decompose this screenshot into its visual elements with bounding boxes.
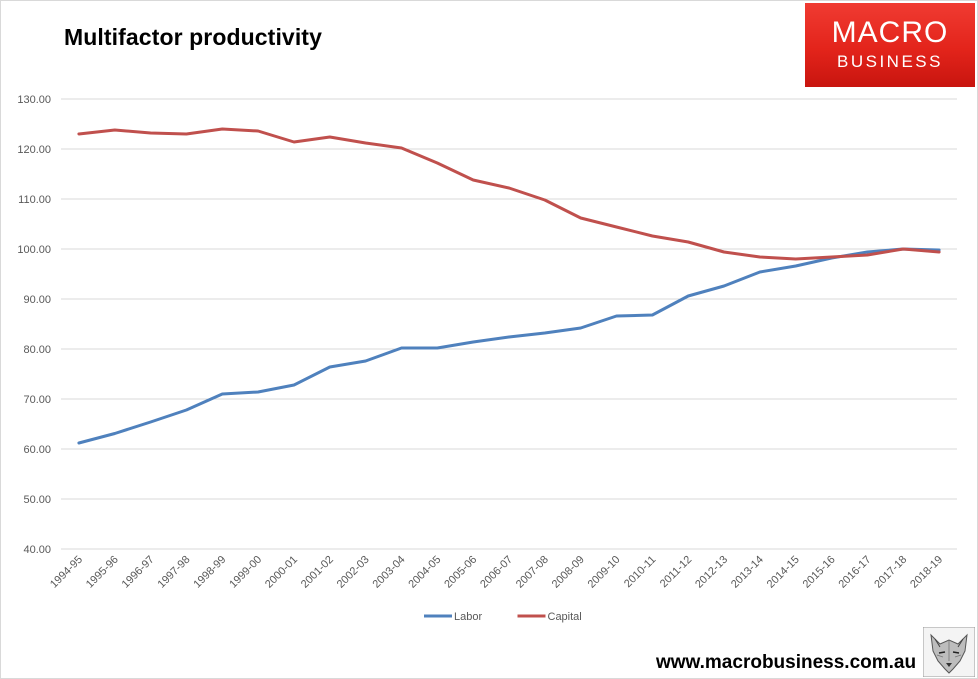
x-tick-label: 2014-15 bbox=[765, 554, 802, 591]
x-tick-label: 2002-03 bbox=[335, 554, 372, 591]
chart-title: Multifactor productivity bbox=[64, 24, 322, 50]
y-tick-label: 130.00 bbox=[17, 94, 51, 106]
gridlines bbox=[61, 98, 957, 550]
x-tick-label: 2008-09 bbox=[550, 554, 587, 591]
x-tick-label: 2007-08 bbox=[514, 554, 551, 591]
series-lines bbox=[77, 127, 941, 445]
x-tick-label: 2017-18 bbox=[872, 554, 909, 591]
y-tick-label: 100.00 bbox=[17, 244, 51, 256]
labor-series-line bbox=[77, 247, 941, 445]
labor-legend-label: Labor bbox=[454, 611, 482, 623]
x-tick-label: 2006-07 bbox=[478, 554, 515, 591]
y-tick-label: 40.00 bbox=[23, 544, 51, 556]
capital-series-line bbox=[77, 127, 941, 261]
x-tick-label: 2015-16 bbox=[801, 554, 838, 591]
x-axis-tick-labels: 1994-951995-961996-971997-981998-991999-… bbox=[48, 554, 945, 591]
y-tick-label: 60.00 bbox=[23, 444, 51, 456]
x-tick-label: 2000-01 bbox=[263, 554, 300, 591]
x-tick-label: 2010-11 bbox=[622, 554, 658, 590]
x-tick-label: 2003-04 bbox=[371, 554, 408, 591]
x-tick-label: 2011-12 bbox=[658, 554, 694, 590]
logo-text-line2: BUSINESS bbox=[837, 52, 943, 71]
x-tick-label: 2004-05 bbox=[406, 554, 443, 591]
y-axis-tick-labels: 40.00 50.00 60.00 70.00 80.00 90.00 100.00 110.… bbox=[17, 94, 51, 556]
x-tick-label: 2018-19 bbox=[908, 554, 945, 591]
x-tick-label: 1995-96 bbox=[84, 554, 121, 591]
y-tick-label: 90.00 bbox=[23, 294, 51, 306]
x-tick-label: 1996-97 bbox=[120, 554, 157, 591]
y-tick-label: 110.00 bbox=[18, 194, 51, 206]
x-tick-label: 2001-02 bbox=[299, 554, 336, 591]
x-tick-label: 2016-17 bbox=[836, 554, 873, 591]
wolf-head-icon bbox=[923, 627, 975, 677]
capital-legend-label: Capital bbox=[548, 611, 582, 623]
x-tick-label: 2009-10 bbox=[586, 554, 623, 591]
x-tick-label: 2013-14 bbox=[729, 554, 766, 591]
x-tick-label: 1998-99 bbox=[191, 554, 228, 591]
x-tick-label: 1999-00 bbox=[227, 554, 264, 591]
x-tick-label: 1997-98 bbox=[156, 554, 193, 591]
y-tick-label: 70.00 bbox=[23, 394, 51, 406]
y-tick-label: 50.00 bbox=[23, 494, 51, 506]
x-tick-label: 2012-13 bbox=[693, 554, 730, 591]
y-tick-label: 120.00 bbox=[17, 144, 51, 156]
x-tick-label: 1994-95 bbox=[48, 554, 85, 591]
x-tick-label: 2005-06 bbox=[442, 554, 479, 591]
legend: Labor Capital bbox=[424, 611, 582, 623]
website-url: www.macrobusiness.com.au bbox=[656, 652, 917, 673]
logo-text-line1: MACRO bbox=[831, 16, 949, 49]
macro-business-logo: MACRO BUSINESS bbox=[805, 3, 975, 87]
y-tick-label: 80.00 bbox=[23, 344, 51, 356]
